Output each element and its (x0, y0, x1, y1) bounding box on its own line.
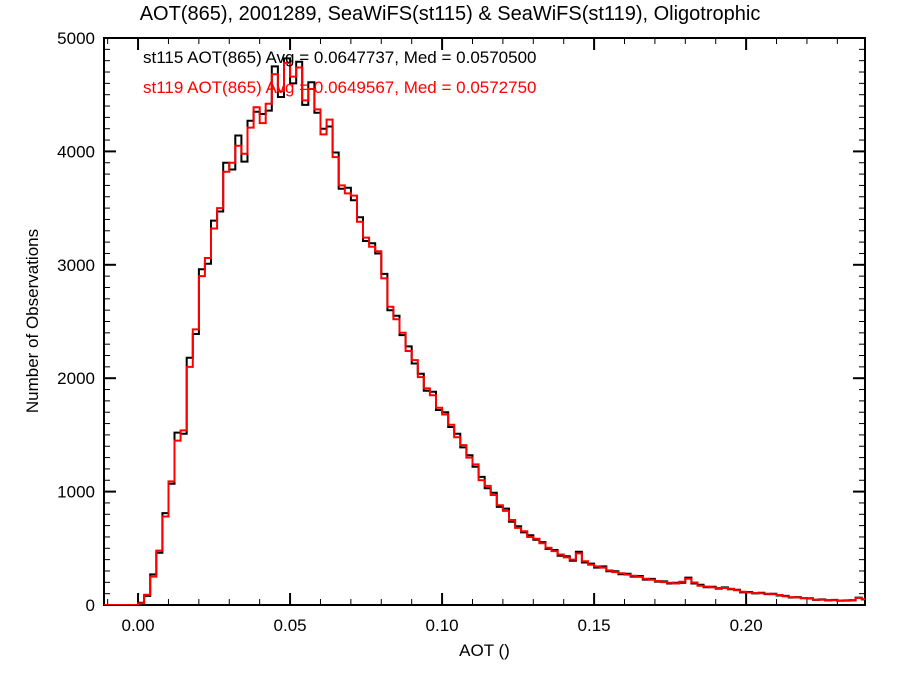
histogram-series-st115 (104, 57, 865, 605)
y-tick-label: 5000 (57, 29, 95, 48)
y-tick-label: 3000 (57, 256, 95, 275)
x-tick-label: 0.10 (426, 616, 459, 635)
x-tick-label: 0.00 (122, 616, 155, 635)
y-tick-label: 2000 (57, 369, 95, 388)
legend-entry-st119: st119 AOT(865) Avg = 0.0649567, Med = 0.… (143, 78, 537, 97)
x-tick-label: 0.20 (730, 616, 763, 635)
histogram-series-st119 (104, 61, 865, 605)
axes-frame (103, 37, 866, 606)
legend-entry-st115: st115 AOT(865) Avg = 0.0647737, Med = 0.… (143, 48, 537, 67)
chart-title: AOT(865), 2001289, SeaWiFS(st115) & SeaW… (139, 3, 761, 25)
x-axis-title: AOT () (459, 641, 510, 660)
y-axis-title: Number of Observations (23, 228, 42, 414)
x-tick-label: 0.15 (578, 616, 611, 635)
x-tick-label: 0.05 (274, 616, 307, 635)
y-tick-label: 4000 (57, 142, 95, 161)
y-tick-label: 1000 (57, 483, 95, 502)
y-tick-label: 0 (86, 596, 95, 615)
